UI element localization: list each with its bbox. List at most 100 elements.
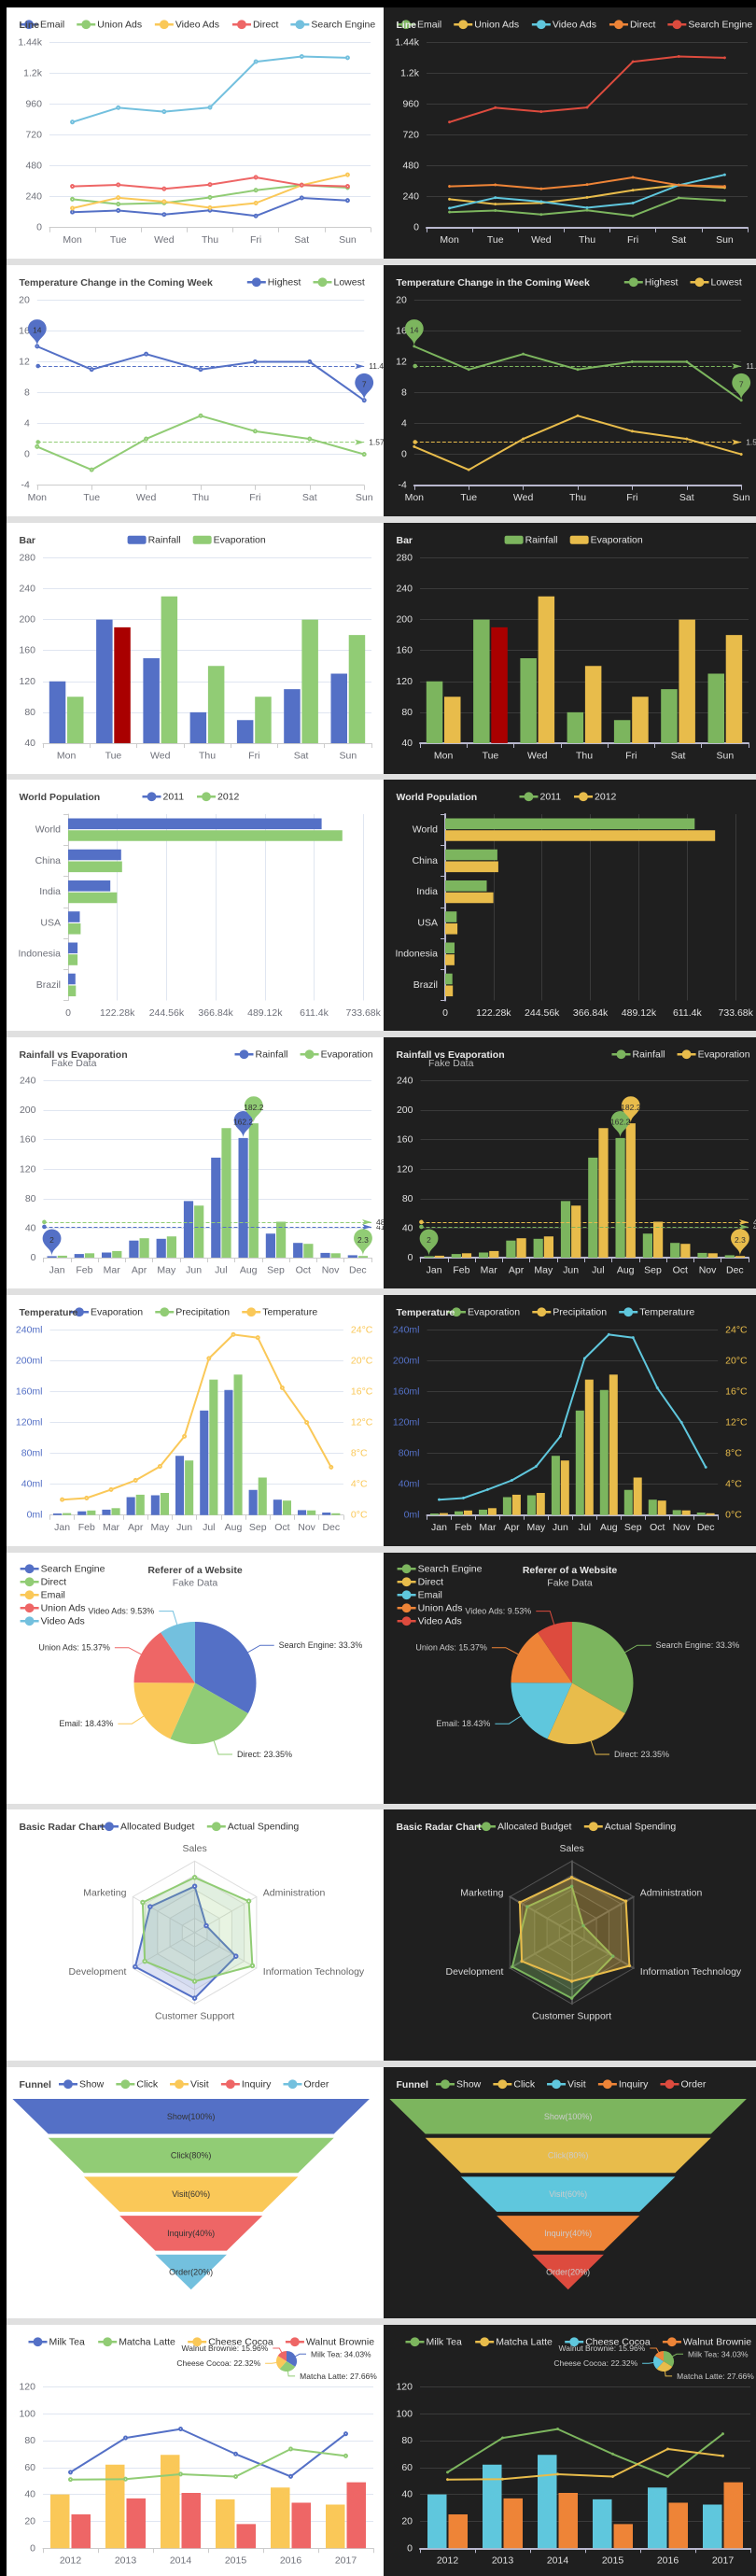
svg-text:280: 280	[19, 552, 35, 563]
svg-text:80: 80	[401, 706, 413, 717]
svg-text:160: 160	[20, 1134, 36, 1146]
svg-text:8: 8	[24, 387, 30, 398]
svg-text:1.57: 1.57	[369, 437, 384, 446]
svg-text:Matcha Latte: Matcha Latte	[119, 2336, 175, 2347]
svg-text:20: 20	[24, 2515, 35, 2527]
svg-text:Cheese Cocoa: 22.32%: Cheese Cocoa: 22.32%	[553, 2358, 637, 2368]
svg-text:Customer Support: Customer Support	[532, 2011, 611, 2022]
svg-text:20°C: 20°C	[351, 1355, 373, 1366]
svg-text:Mar: Mar	[104, 1264, 121, 1275]
svg-text:Mar: Mar	[481, 1264, 498, 1275]
svg-text:240: 240	[25, 191, 42, 203]
svg-text:Video Ads: 9.53%: Video Ads: 9.53%	[465, 1606, 531, 1615]
svg-text:Jun: Jun	[563, 1264, 579, 1275]
svg-text:Rainfall: Rainfall	[633, 1049, 665, 1060]
svg-text:Evaporation: Evaporation	[698, 1049, 750, 1060]
svg-text:Brazil: Brazil	[413, 979, 438, 991]
svg-text:200ml: 200ml	[16, 1355, 43, 1366]
svg-text:122.28k: 122.28k	[476, 1007, 511, 1019]
svg-text:Email: Email	[418, 1589, 442, 1600]
svg-text:Highest: Highest	[645, 276, 679, 288]
svg-text:Sat: Sat	[671, 234, 686, 246]
svg-text:20: 20	[401, 2515, 413, 2527]
svg-text:80: 80	[24, 2435, 35, 2446]
svg-text:Video Ads: Video Ads	[41, 1615, 85, 1626]
svg-text:12: 12	[396, 356, 407, 367]
svg-text:Information Technology: Information Technology	[263, 1966, 365, 1978]
svg-text:Customer Support: Customer Support	[155, 2011, 234, 2022]
svg-text:Cheese Cocoa: 22.32%: Cheese Cocoa: 22.32%	[176, 2358, 260, 2368]
svg-text:960: 960	[25, 99, 42, 110]
svg-text:Jul: Jul	[579, 1522, 591, 1533]
svg-text:40: 40	[401, 738, 413, 749]
svg-text:24°C: 24°C	[351, 1324, 373, 1335]
svg-text:Dec: Dec	[697, 1522, 715, 1533]
svg-text:2: 2	[49, 1235, 54, 1245]
svg-text:Tue: Tue	[483, 750, 499, 761]
svg-text:Rainfall: Rainfall	[256, 1049, 288, 1060]
svg-text:Apr: Apr	[132, 1264, 147, 1275]
svg-text:Tue: Tue	[83, 492, 100, 503]
svg-text:Video Ads: 9.53%: Video Ads: 9.53%	[88, 1606, 154, 1615]
svg-text:Feb: Feb	[76, 1264, 92, 1275]
svg-text:Order: Order	[680, 2078, 706, 2090]
svg-text:India: India	[39, 886, 61, 897]
svg-text:Marketing: Marketing	[83, 1888, 126, 1899]
svg-text:Bar: Bar	[20, 534, 36, 545]
svg-text:Development: Development	[69, 1966, 127, 1978]
svg-text:Temperature: Temperature	[20, 1307, 78, 1318]
svg-text:20: 20	[396, 294, 407, 305]
svg-text:Milk Tea: 34.03%: Milk Tea: 34.03%	[311, 2349, 371, 2358]
svg-text:2016: 2016	[280, 2555, 302, 2566]
svg-text:Evaporation: Evaporation	[214, 534, 266, 545]
svg-text:Sep: Sep	[644, 1264, 662, 1275]
svg-text:Aug: Aug	[240, 1264, 258, 1275]
svg-text:14: 14	[410, 325, 419, 334]
svg-text:80ml: 80ml	[399, 1447, 420, 1458]
svg-text:-4: -4	[398, 479, 406, 490]
svg-text:489.12k: 489.12k	[622, 1007, 657, 1019]
svg-text:2.3: 2.3	[357, 1235, 369, 1245]
svg-text:7: 7	[739, 379, 744, 388]
svg-text:200: 200	[397, 1105, 413, 1116]
svg-text:Union Ads: Union Ads	[418, 1602, 463, 1613]
svg-text:12°C: 12°C	[725, 1416, 748, 1428]
svg-text:Show: Show	[79, 2078, 105, 2090]
svg-text:0: 0	[413, 222, 419, 233]
svg-text:2011: 2011	[540, 792, 562, 803]
svg-text:Sat: Sat	[294, 234, 309, 246]
svg-text:8°C: 8°C	[351, 1447, 368, 1458]
svg-text:Fri: Fri	[248, 750, 259, 761]
svg-text:Apr: Apr	[128, 1522, 144, 1533]
svg-text:Tue: Tue	[110, 234, 127, 246]
svg-text:Aug: Aug	[225, 1522, 243, 1533]
svg-text:2015: 2015	[602, 2555, 624, 2566]
svg-text:Direct: Direct	[630, 19, 656, 30]
svg-text:7: 7	[362, 379, 367, 388]
svg-text:Mon: Mon	[57, 750, 77, 761]
svg-text:611.4k: 611.4k	[300, 1007, 329, 1019]
svg-text:Brazil: Brazil	[36, 979, 61, 991]
svg-text:Oct: Oct	[650, 1522, 665, 1533]
svg-text:Line: Line	[397, 20, 417, 31]
svg-text:11.43: 11.43	[746, 361, 756, 371]
svg-text:Search Engine: Search Engine	[41, 1563, 105, 1574]
svg-text:2017: 2017	[712, 2555, 735, 2566]
svg-text:4°C: 4°C	[351, 1478, 368, 1489]
svg-text:Evaporation: Evaporation	[468, 1306, 520, 1317]
svg-text:Video Ads: Video Ads	[418, 1615, 462, 1626]
svg-text:Funnel: Funnel	[397, 2079, 428, 2090]
svg-text:Sales: Sales	[182, 1843, 206, 1854]
svg-text:May: May	[150, 1522, 170, 1533]
svg-text:Email: 18.43%: Email: 18.43%	[59, 1719, 113, 1728]
svg-text:Bar: Bar	[397, 534, 413, 545]
svg-text:Evaporation: Evaporation	[591, 534, 643, 545]
svg-text:40: 40	[402, 1222, 413, 1233]
svg-text:Milk Tea: Milk Tea	[427, 2336, 462, 2347]
svg-text:Fake Data: Fake Data	[547, 1577, 593, 1588]
svg-text:Rainfall vs Evaporation: Rainfall vs Evaporation	[20, 1049, 128, 1061]
svg-text:Feb: Feb	[453, 1264, 469, 1275]
svg-text:80: 80	[24, 706, 35, 717]
svg-text:Jul: Jul	[203, 1522, 215, 1533]
svg-text:0: 0	[24, 448, 30, 459]
